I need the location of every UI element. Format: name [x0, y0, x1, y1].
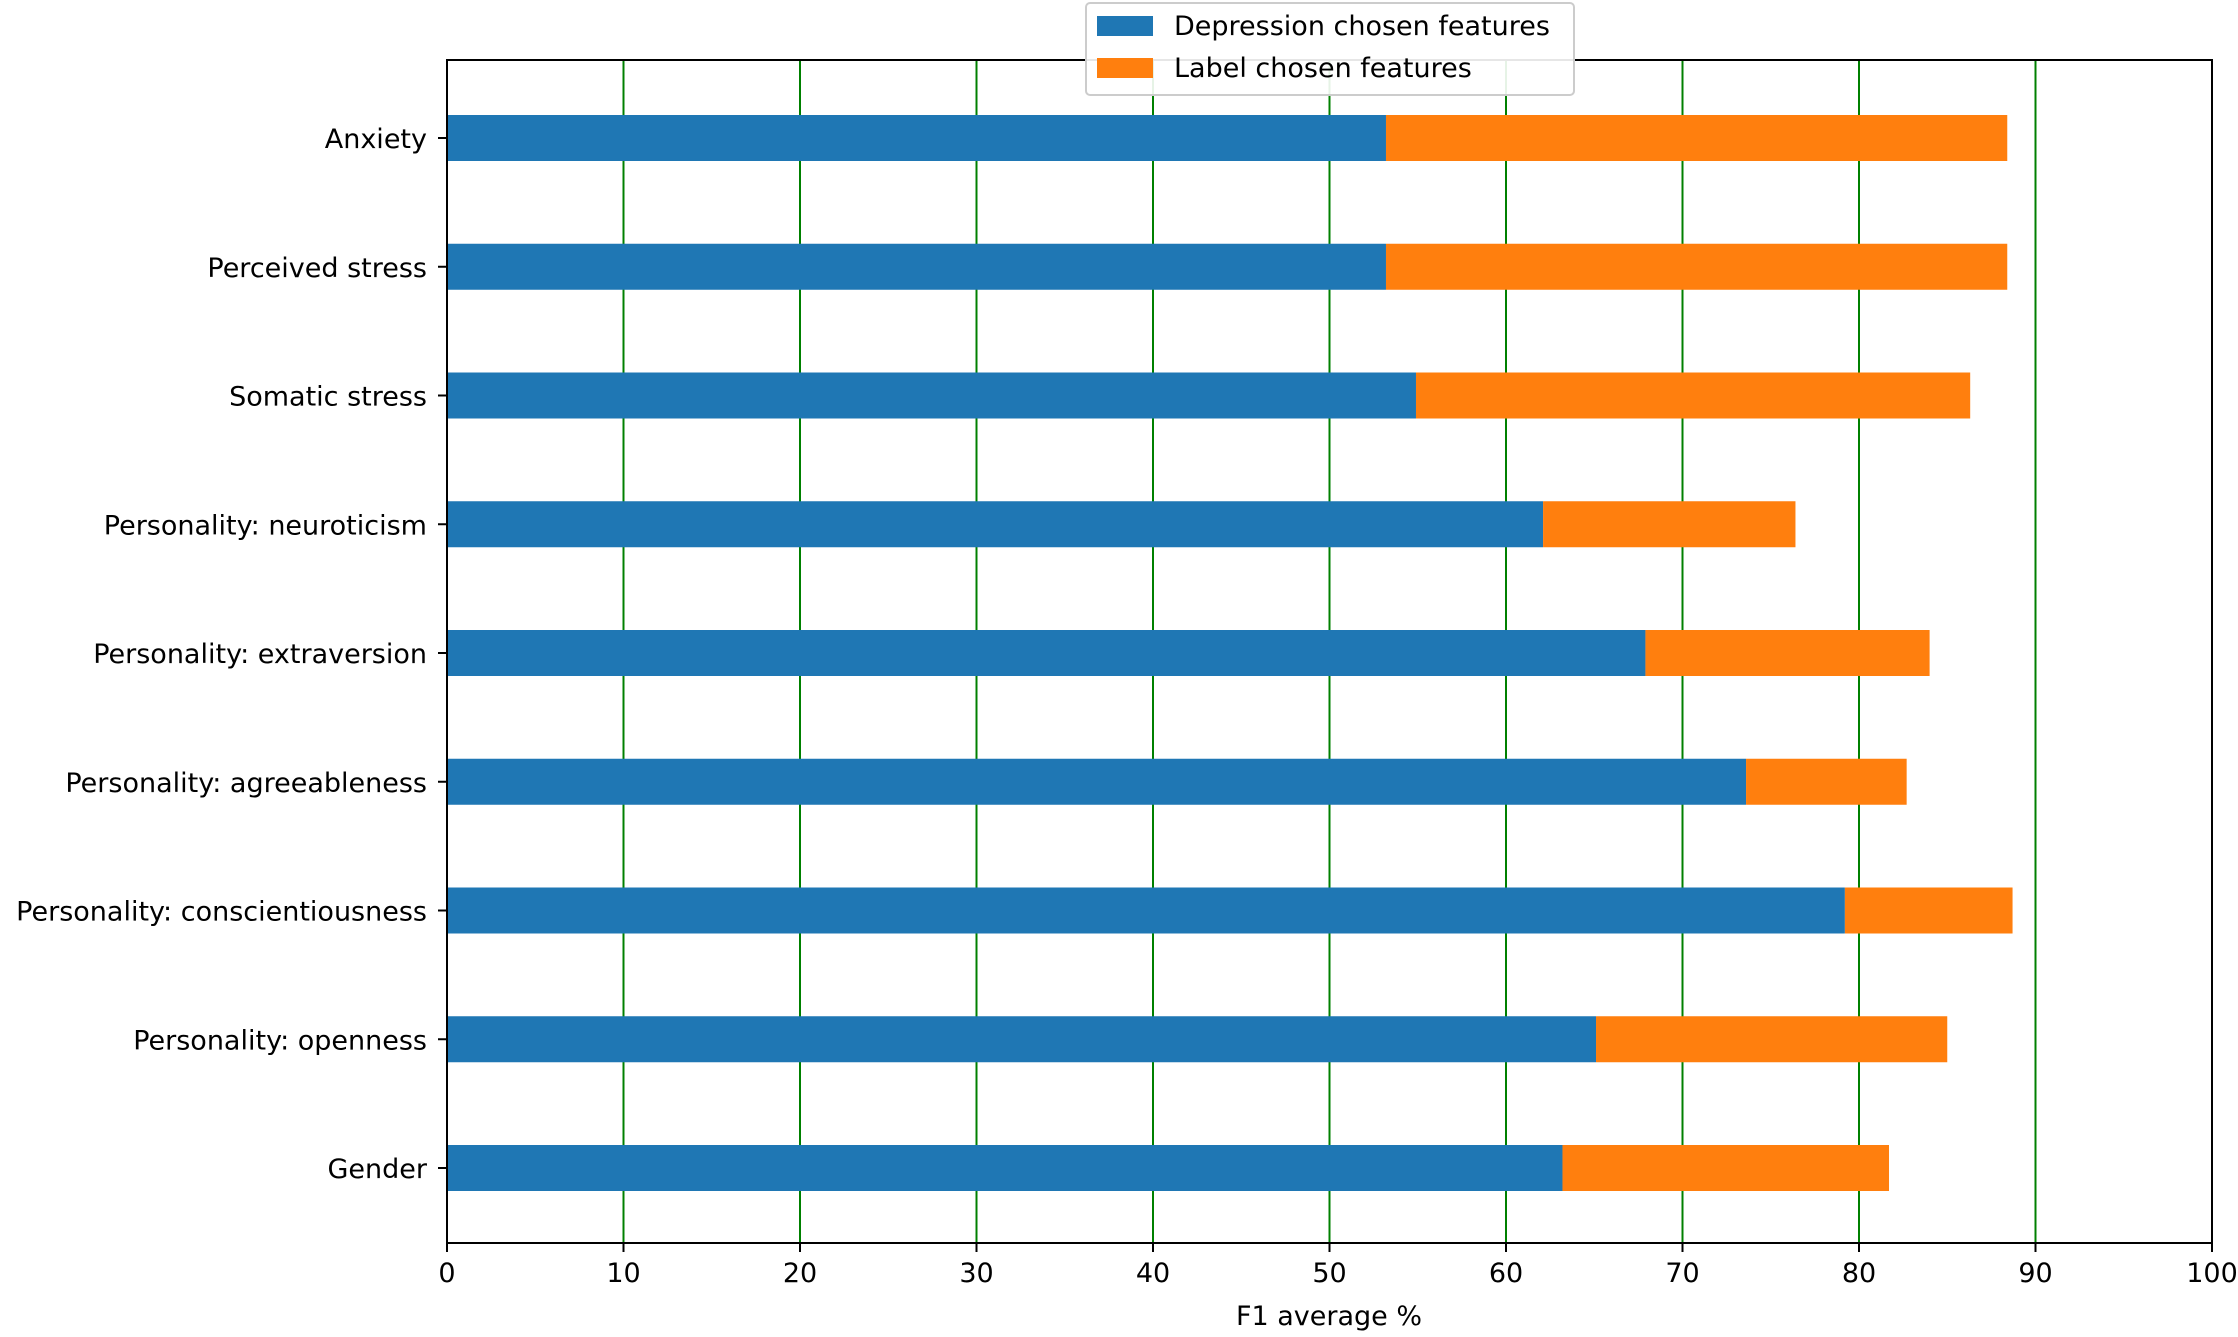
bar-label-1 [1385, 243, 2008, 290]
category-label-2: Somatic stress [229, 382, 427, 413]
x-tick-label-50: 50 [1312, 1258, 1346, 1289]
bar-depression-0 [447, 115, 1386, 161]
category-label-3: Personality: neuroticism [104, 510, 427, 541]
bar-label-7 [1596, 1016, 1948, 1063]
category-label-4: Personality: extraversion [93, 639, 427, 670]
category-label-6: Personality: conscientiousness [16, 897, 427, 928]
bar-label-4 [1645, 630, 1930, 676]
legend-box [1085, 2, 1575, 96]
category-label-1: Perceived stress [207, 253, 427, 284]
legend-label-label: Label chosen features [1174, 53, 1472, 84]
bar-depression-2 [447, 372, 1416, 419]
category-label-8: Gender [328, 1154, 428, 1185]
y-axis: Anxiety Perceived stress Somatic stress Per… [16, 124, 447, 1185]
legend: Depression chosen features Label chosen … [1085, 2, 1575, 96]
x-tick-label-70: 70 [1665, 1258, 1699, 1289]
bar-depression-7 [447, 1016, 1597, 1063]
x-tick-label-90: 90 [2018, 1258, 2052, 1289]
category-label-0: Anxiety [325, 124, 427, 155]
x-tick-label-0: 0 [438, 1258, 455, 1289]
bar-label-5 [1746, 758, 1907, 805]
x-tick-label-40: 40 [1136, 1258, 1170, 1289]
legend-swatch-label [1097, 58, 1153, 78]
bar-depression-6 [447, 887, 1845, 934]
bar-label-8 [1562, 1145, 1890, 1191]
category-label-7: Personality: openness [133, 1025, 427, 1056]
x-axis: 0 10 20 30 40 50 60 70 80 90 100 [438, 1243, 2238, 1289]
bar-depression-3 [447, 501, 1544, 548]
bar-depression-8 [447, 1145, 1563, 1191]
bar-label-6 [1844, 887, 2013, 934]
category-label-5: Personality: agreeableness [65, 768, 427, 799]
x-tick-label-10: 10 [606, 1258, 640, 1289]
x-tick-label-80: 80 [1842, 1258, 1876, 1289]
bar-depression-5 [447, 758, 1747, 805]
x-tick-label-20: 20 [783, 1258, 817, 1289]
legend-label-depression: Depression chosen features [1174, 11, 1550, 42]
x-tick-label-100: 100 [2186, 1258, 2238, 1289]
x-axis-title: F1 average % [1236, 1301, 1422, 1332]
bar-label-3 [1543, 501, 1796, 548]
bar-layer [447, 115, 2013, 1191]
bar-label-0 [1385, 115, 2008, 161]
bar-depression-4 [447, 630, 1646, 676]
x-tick-label-30: 30 [959, 1258, 993, 1289]
legend-swatch-depression [1097, 16, 1153, 36]
bar-label-2 [1415, 372, 1971, 419]
bar-depression-1 [447, 243, 1386, 290]
x-tick-label-60: 60 [1489, 1258, 1523, 1289]
